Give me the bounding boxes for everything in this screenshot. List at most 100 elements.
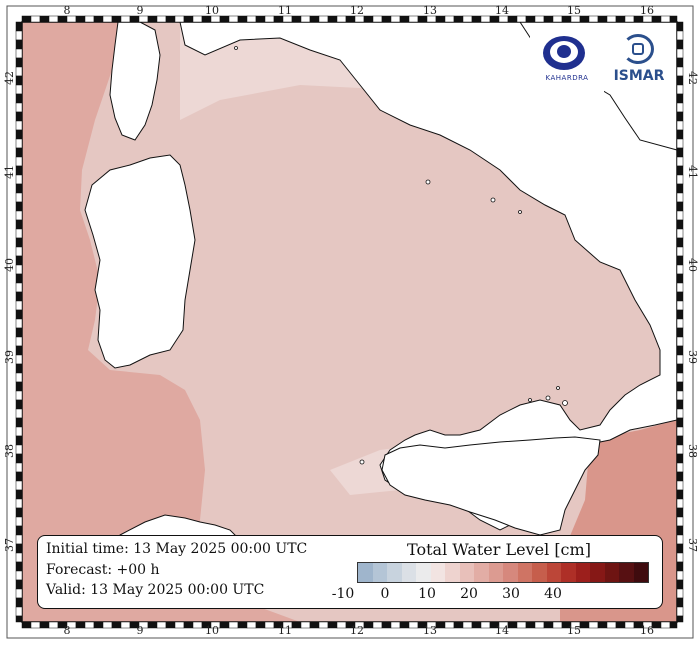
- longitude-labels-top: 8 9 10 11 12 13 14 15 16: [64, 4, 655, 17]
- border-segment: [676, 120, 684, 131]
- border-segment: [615, 621, 626, 629]
- border-segment: [676, 201, 684, 212]
- border-segment: [15, 417, 23, 428]
- border-segment: [676, 219, 684, 230]
- border-segment: [543, 15, 554, 23]
- border-segment: [676, 165, 684, 176]
- border-segment: [15, 48, 23, 59]
- border-segment: [516, 621, 527, 629]
- border-segment: [381, 15, 392, 23]
- map-border: [15, 15, 684, 629]
- border-segment: [15, 552, 23, 563]
- border-segment: [15, 606, 23, 617]
- longitude-labels-bottom: 8 9 10 11 12 13 14 15 16: [64, 624, 655, 637]
- tick-label: 38: [3, 444, 16, 458]
- border-segment: [15, 165, 23, 176]
- border-segment: [676, 597, 684, 608]
- border-segment: [39, 15, 50, 23]
- border-segment: [15, 327, 23, 338]
- border-segment: [39, 621, 50, 629]
- colorbar-bin: [604, 563, 619, 582]
- border-segment: [15, 237, 23, 248]
- border-segment: [534, 621, 545, 629]
- tick-label: 39: [3, 350, 16, 364]
- border-segment: [676, 462, 684, 473]
- tick-label: 12: [350, 624, 364, 637]
- tick-label: 38: [686, 444, 699, 458]
- border-segment: [15, 615, 23, 623]
- latitude-labels-left: 37 38 39 40 41 42: [3, 71, 16, 552]
- border-segment: [15, 147, 23, 158]
- border-segment: [264, 621, 275, 629]
- tick-label: 11: [278, 624, 292, 637]
- border-segment: [15, 192, 23, 203]
- border-segment: [676, 282, 684, 293]
- tick-label: 42: [3, 71, 16, 85]
- border-segment: [660, 15, 671, 23]
- colorbar-tick-label: 40: [544, 586, 562, 602]
- border-segment: [676, 156, 684, 167]
- border-segment: [462, 621, 473, 629]
- border-segment: [15, 174, 23, 185]
- border-segment: [676, 273, 684, 284]
- border-segment: [15, 372, 23, 383]
- tick-label: 10: [205, 624, 219, 637]
- border-segment: [15, 201, 23, 212]
- colorbar-bin: [459, 563, 474, 582]
- colorbar-bin: [517, 563, 532, 582]
- border-segment: [676, 210, 684, 221]
- colorbar-bin: [372, 563, 387, 582]
- border-segment: [676, 48, 684, 59]
- border-segment: [147, 621, 158, 629]
- border-segment: [15, 264, 23, 275]
- island-ponza: [490, 197, 496, 203]
- border-segment: [676, 228, 684, 239]
- border-segment: [15, 498, 23, 509]
- colorbar-bin: [416, 563, 431, 582]
- border-segment: [543, 621, 554, 629]
- colorbar-bin: [387, 563, 402, 582]
- border-segment: [309, 621, 320, 629]
- border-segment: [525, 621, 536, 629]
- border-segment: [15, 228, 23, 239]
- border-segment: [534, 15, 545, 23]
- border-segment: [471, 621, 482, 629]
- border-segment: [676, 561, 684, 572]
- border-segment: [15, 363, 23, 374]
- border-segment: [291, 15, 302, 23]
- tick-label: 40: [3, 258, 16, 272]
- tick-label: 37: [3, 538, 16, 552]
- border-segment: [15, 435, 23, 446]
- tick-label: 41: [686, 165, 699, 179]
- border-segment: [444, 15, 455, 23]
- border-segment: [676, 606, 684, 617]
- colorbar-tick-label: 30: [502, 586, 520, 602]
- tick-label: 41: [3, 165, 16, 179]
- island-aeolian-2: [528, 398, 532, 402]
- initial-time: Initial time: 13 May 2025 00:00 UTC: [46, 541, 308, 557]
- border-segment: [676, 372, 684, 383]
- border-segment: [336, 15, 347, 23]
- tick-label: 16: [640, 4, 654, 17]
- tick-label: 39: [686, 350, 699, 364]
- border-segment: [15, 444, 23, 455]
- border-segment: [408, 621, 419, 629]
- border-segment: [183, 15, 194, 23]
- border-segment: [676, 363, 684, 374]
- border-segment: [372, 621, 383, 629]
- border-segment: [676, 516, 684, 527]
- border-segment: [676, 489, 684, 500]
- border-segment: [15, 309, 23, 320]
- tick-label: 9: [137, 624, 144, 637]
- colorbar-bin: [358, 563, 373, 582]
- border-segment: [75, 621, 86, 629]
- border-segment: [48, 621, 59, 629]
- colorbar-bin: [561, 563, 576, 582]
- border-segment: [174, 15, 185, 23]
- border-segment: [93, 621, 104, 629]
- colorbar-bin: [532, 563, 547, 582]
- border-segment: [300, 15, 311, 23]
- ismar-square-icon: [632, 43, 644, 55]
- border-segment: [552, 15, 563, 23]
- border-segment: [676, 102, 684, 113]
